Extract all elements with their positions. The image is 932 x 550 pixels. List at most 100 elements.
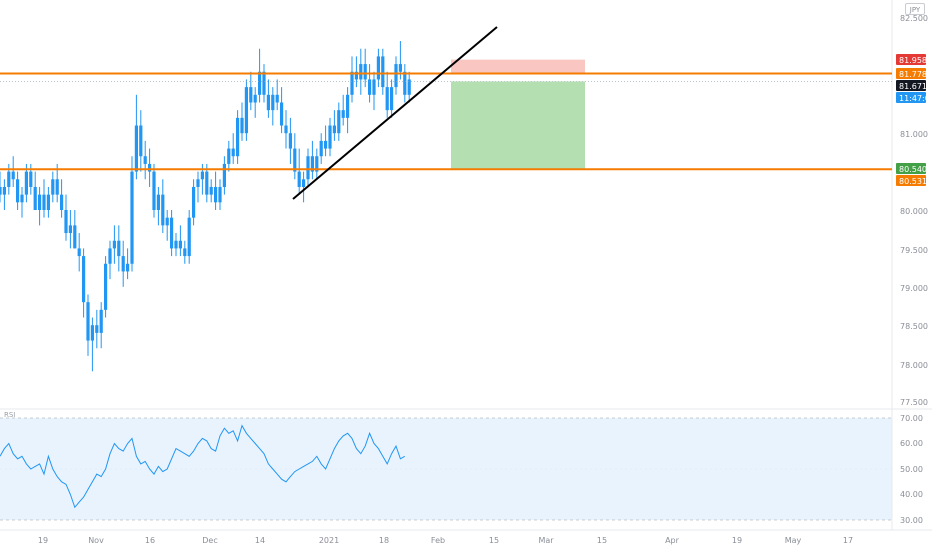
- candle-body: [253, 94, 257, 103]
- candle-body: [236, 117, 240, 157]
- time-tick: 17: [843, 536, 853, 545]
- currency-badge[interactable]: JPY: [905, 3, 925, 15]
- time-tick: Apr: [665, 536, 680, 545]
- candle-body: [192, 186, 196, 218]
- candle-body: [231, 148, 235, 157]
- support-price-tag: 80.531: [899, 177, 927, 186]
- candle-body: [174, 240, 178, 249]
- candle-body: [73, 225, 77, 249]
- candle-body: [86, 302, 90, 341]
- candle-body: [214, 186, 218, 203]
- rsi-title: RSI: [4, 411, 16, 419]
- time-tick: 19: [732, 536, 742, 545]
- candle-body: [368, 79, 372, 95]
- price-tick: 77.500: [900, 398, 928, 407]
- candle-body: [218, 186, 222, 203]
- candle-body: [302, 179, 306, 187]
- candle-body: [249, 87, 253, 103]
- rsi-tick: 30.00: [900, 516, 923, 525]
- countdown-tag: 11:47:03: [899, 94, 932, 103]
- candle-body: [398, 64, 402, 72]
- candle-body: [288, 133, 292, 149]
- candle-body: [196, 179, 200, 187]
- candle-body: [33, 186, 37, 210]
- candle-body: [46, 194, 50, 210]
- rsi-line: [0, 424, 406, 509]
- candle-body: [209, 186, 213, 195]
- price-tick: 78.000: [900, 361, 928, 370]
- price-tick: 82.500: [900, 14, 928, 23]
- time-tick: Nov: [88, 536, 104, 545]
- candle-body: [104, 263, 108, 310]
- candle-body: [275, 94, 279, 103]
- candle-body: [280, 102, 284, 126]
- time-tick: 15: [597, 536, 607, 545]
- candle-body: [346, 94, 350, 118]
- candle-body: [407, 79, 411, 95]
- candle-body: [29, 171, 33, 187]
- rsi-tick: 60.00: [900, 439, 923, 448]
- candle-body: [90, 325, 94, 341]
- rsi-tick: 40.00: [900, 490, 923, 499]
- candle-body: [99, 309, 103, 333]
- candle-body: [337, 110, 341, 134]
- candle-body: [297, 171, 301, 187]
- candle-body: [170, 217, 174, 249]
- candle-body: [148, 163, 152, 172]
- candle-body: [319, 140, 323, 157]
- candle-body: [121, 256, 125, 272]
- candle-body: [16, 179, 20, 203]
- stop-price-tag: 81.958: [899, 56, 927, 65]
- target-price-tag: 80.540: [899, 165, 927, 174]
- candle-body: [130, 171, 134, 264]
- candle-body: [139, 125, 143, 157]
- candle-body: [187, 217, 191, 257]
- candle-body: [2, 186, 6, 195]
- stop-loss-zone[interactable]: [451, 59, 585, 74]
- candle-body: [60, 194, 64, 210]
- candle-body: [310, 156, 314, 172]
- take-profit-zone[interactable]: [451, 81, 585, 169]
- candle-body: [341, 110, 345, 118]
- candle-body: [55, 179, 59, 195]
- countdown-tag-bg: [896, 92, 926, 103]
- candle-body: [205, 171, 209, 195]
- candle-body: [165, 217, 169, 226]
- candle-body: [328, 125, 332, 149]
- candle-body: [183, 248, 187, 257]
- candle-body: [403, 71, 407, 95]
- time-tick: 16: [145, 536, 155, 545]
- candle-body: [77, 248, 81, 257]
- candle-body: [271, 94, 275, 111]
- candle-body: [134, 125, 138, 172]
- candle-body: [315, 156, 319, 172]
- time-tick: 15: [489, 536, 499, 545]
- time-tick: Feb: [431, 536, 445, 545]
- candle-body: [51, 179, 55, 195]
- candle-body: [222, 163, 226, 187]
- candle-body: [293, 148, 297, 172]
- candle-body: [350, 71, 354, 95]
- rsi-tick: 70.00: [900, 414, 923, 423]
- candle-body: [42, 194, 46, 210]
- candle-body: [258, 71, 262, 95]
- candle-body: [240, 117, 244, 134]
- candle-body: [363, 64, 367, 80]
- rsi-tick: 50.00: [900, 465, 923, 474]
- candle-body: [376, 56, 380, 80]
- price-tick: 79.000: [900, 284, 928, 293]
- support-price-tag-bg: [896, 175, 926, 186]
- price-tick: 80.000: [900, 207, 928, 216]
- price-tick: 81.000: [900, 130, 928, 139]
- time-tick: 2021: [319, 536, 339, 545]
- candle-body: [0, 186, 2, 195]
- candle-body: [390, 87, 394, 111]
- ascending-trendline[interactable]: [292, 26, 498, 200]
- candle-body: [82, 256, 86, 303]
- candle-body: [112, 240, 116, 249]
- candle-body: [262, 71, 266, 95]
- time-tick: May: [785, 536, 802, 545]
- last-price-tag: 81.671: [899, 82, 927, 91]
- target-price-tag-bg: [896, 163, 926, 174]
